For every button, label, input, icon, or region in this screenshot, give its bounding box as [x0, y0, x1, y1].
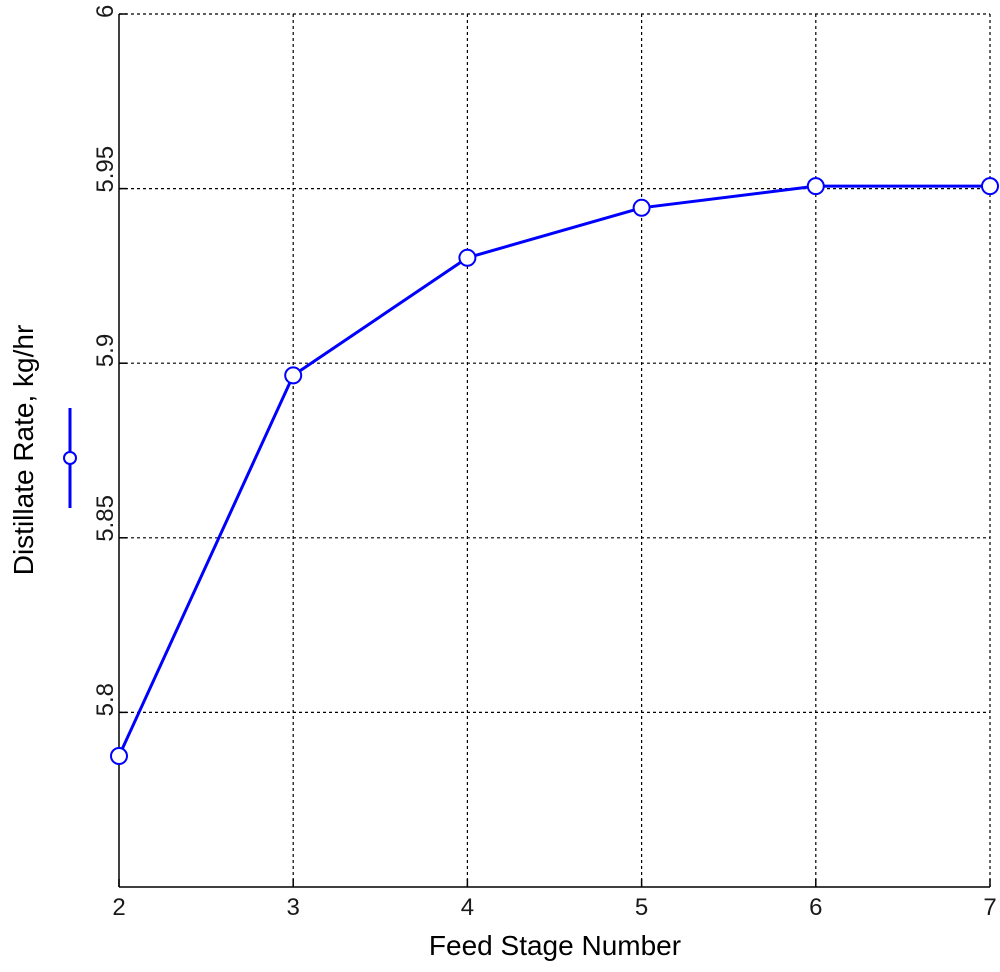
- x-tick-label: 2: [112, 894, 125, 921]
- y-tick-label: 6: [92, 5, 119, 18]
- data-point: [806, 177, 825, 196]
- y-axis-title: Distillate Rate, kg/hr: [8, 325, 39, 576]
- data-point: [458, 248, 477, 267]
- legend-marker-sample: [63, 408, 77, 508]
- series-line: [117, 184, 990, 757]
- y-tick-label: 5.9: [92, 334, 119, 367]
- data-point: [110, 747, 128, 766]
- y-tick-label: 5.8: [92, 683, 119, 716]
- grid-lines: [119, 13, 991, 887]
- x-axis-title: Feed Stage Number: [429, 930, 681, 961]
- x-tick-label: 6: [809, 894, 822, 921]
- x-tick-label: 4: [461, 894, 474, 921]
- y-tick-label: 5.95: [92, 146, 119, 193]
- series-layer: [110, 177, 999, 766]
- y-tick-label: 5.85: [92, 495, 119, 542]
- x-tick-label: 7: [983, 894, 996, 921]
- x-tick-label: 5: [635, 894, 648, 921]
- data-point: [981, 177, 999, 196]
- data-point: [632, 198, 651, 217]
- data-point: [284, 366, 303, 385]
- legend-marker: [63, 451, 77, 465]
- x-tick-label: 3: [287, 894, 300, 921]
- tick-labels: 2 3 4 5 6 7 5.8 5.85 5.9 5.95 6: [92, 5, 997, 921]
- axes: [118, 13, 991, 888]
